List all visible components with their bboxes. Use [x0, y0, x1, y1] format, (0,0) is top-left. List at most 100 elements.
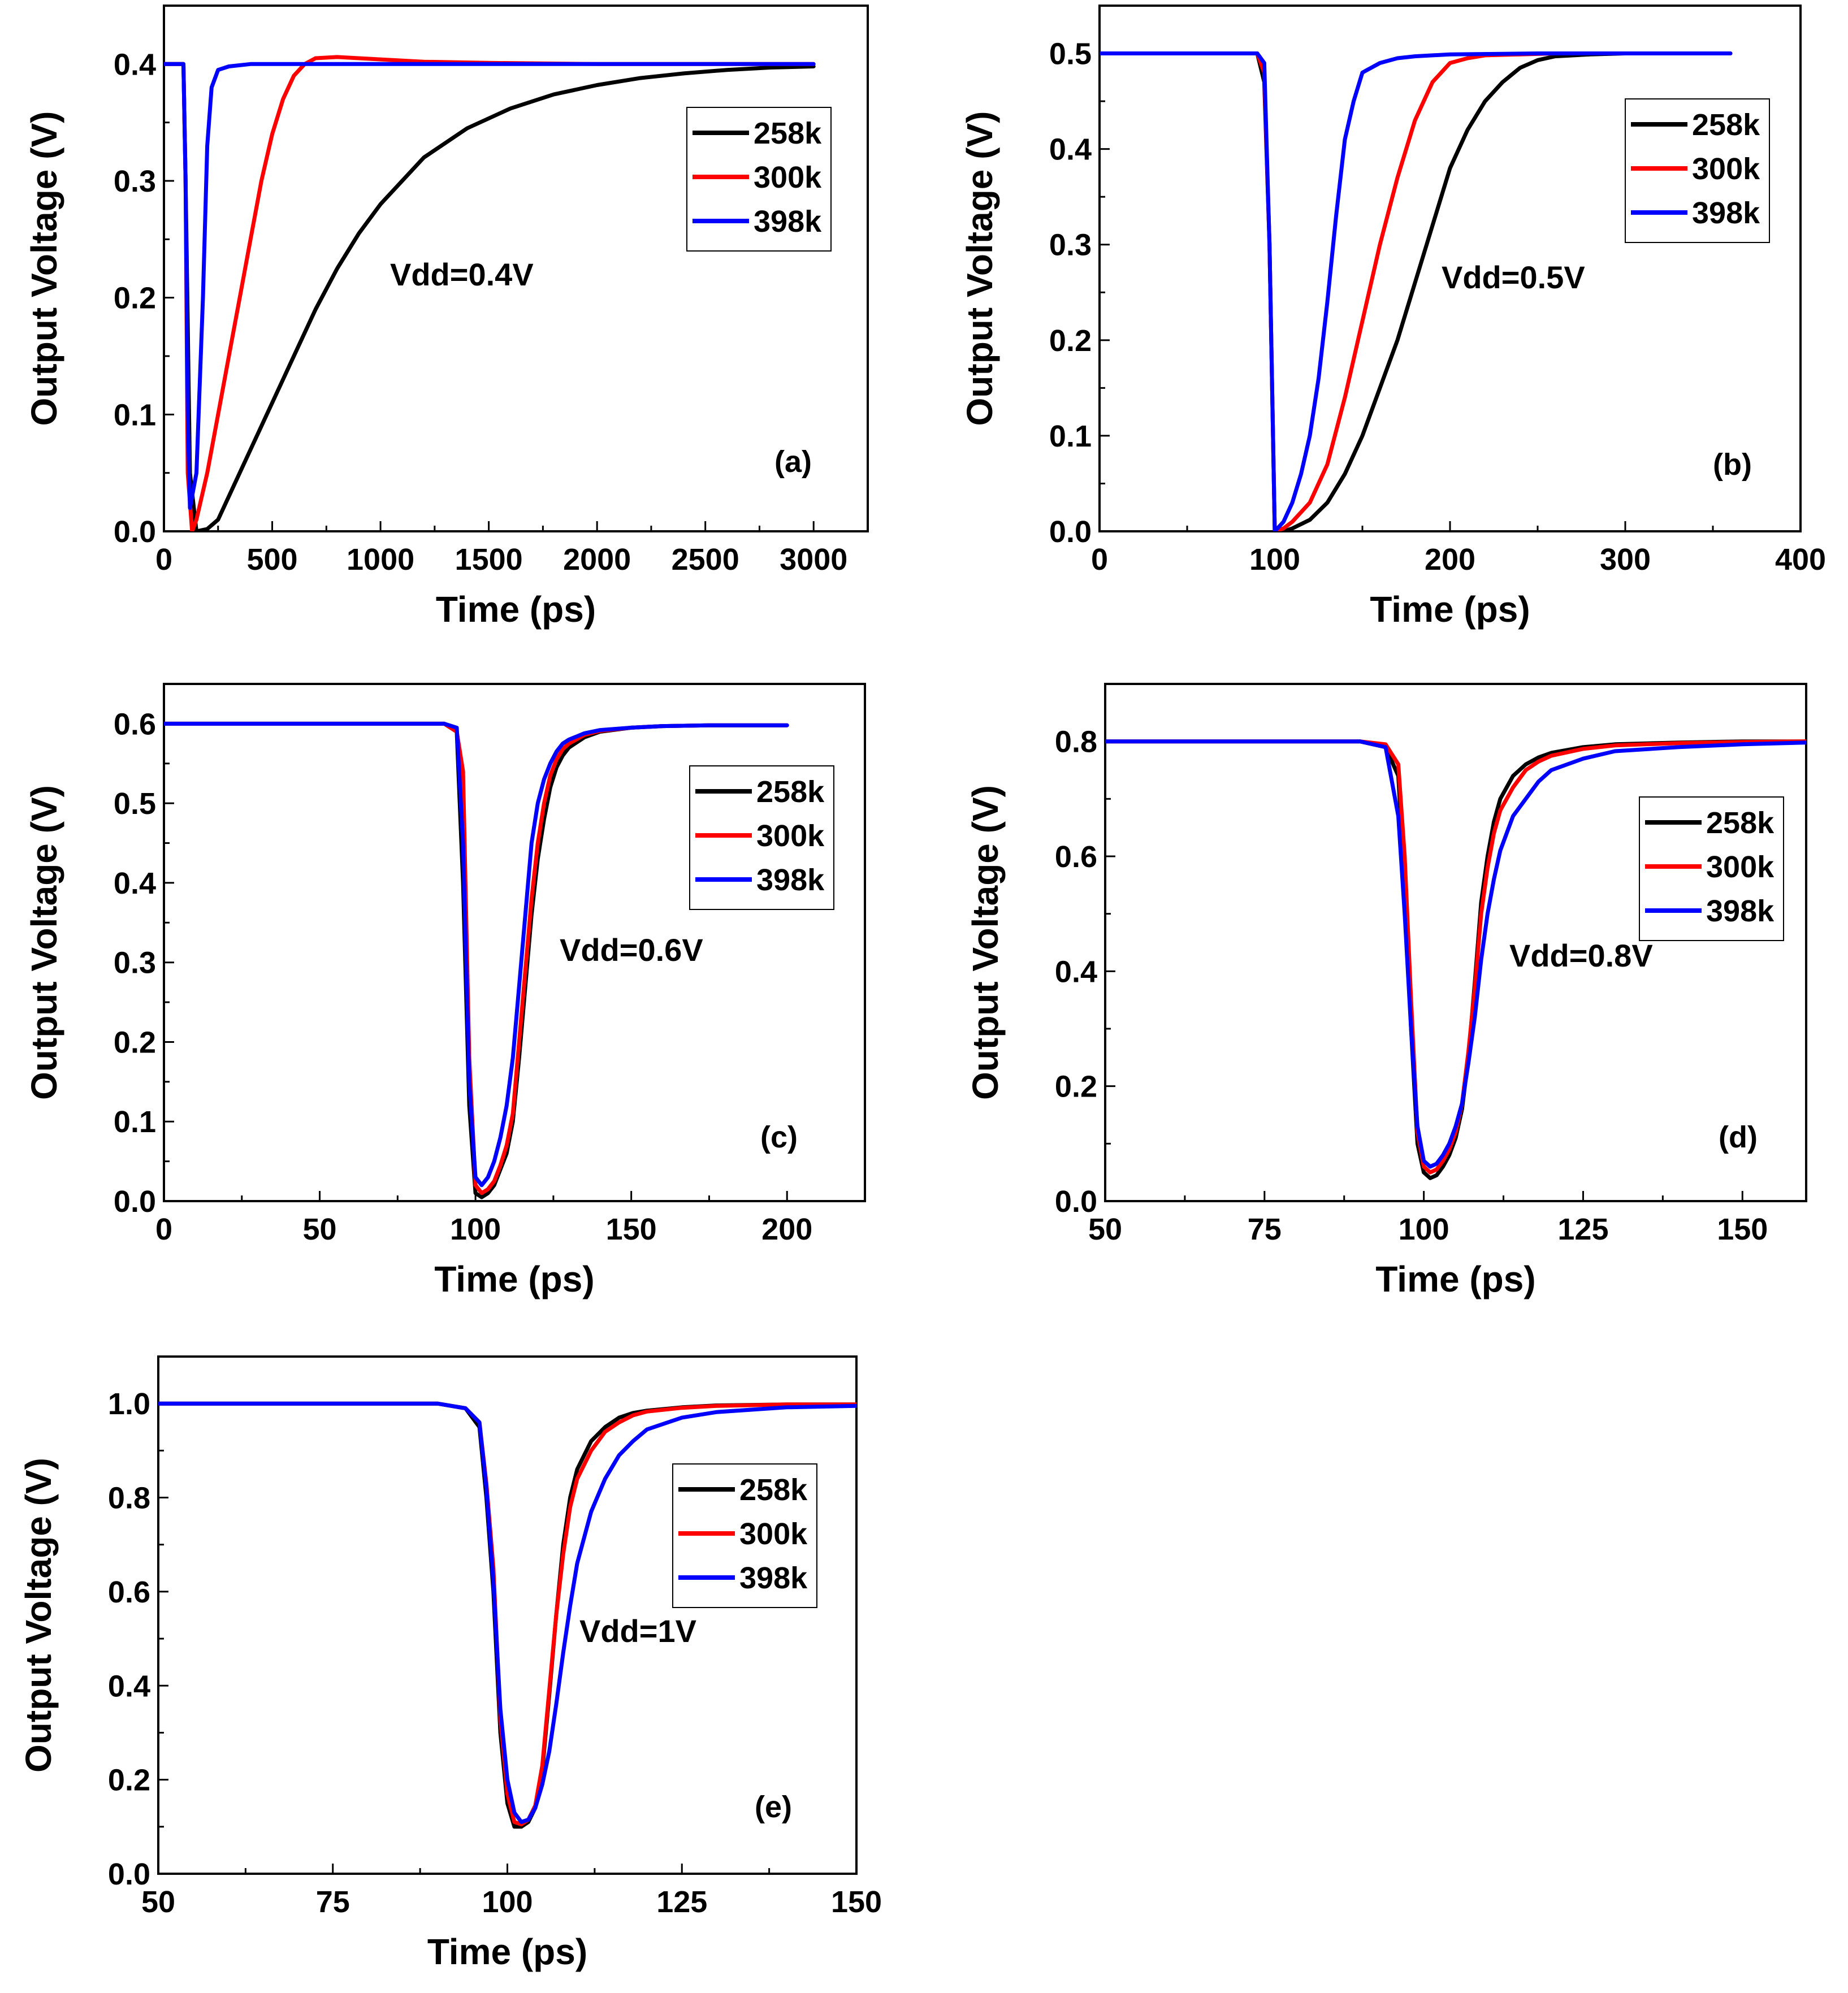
series-line-398k [164, 62, 816, 510]
y-tick-label: 0.3 [114, 946, 156, 980]
x-tick-label: 100 [1249, 543, 1300, 577]
x-axis-title: Time (ps) [436, 589, 596, 630]
legend-label-258k: 258k [754, 116, 822, 150]
panel-label: (d) [1719, 1120, 1758, 1154]
x-tick-label: 1000 [347, 543, 414, 577]
legend-label-300k: 300k [756, 819, 825, 853]
legend: 258k 300k 398k [1639, 796, 1784, 941]
vdd-annotation: Vdd=0.4V [390, 257, 534, 292]
y-tick-label: 0.0 [114, 515, 156, 549]
y-tick-label: 0.8 [1055, 725, 1097, 759]
legend-label-300k: 300k [754, 161, 822, 194]
legend-label-398k: 398k [739, 1561, 808, 1595]
panel-label: (e) [755, 1790, 792, 1824]
x-tick-label: 0 [1091, 543, 1108, 577]
x-axis-title: Time (ps) [1375, 1259, 1535, 1299]
x-tick-label: 150 [606, 1212, 657, 1246]
x-tick-label: 3000 [780, 543, 847, 577]
x-tick-label: 150 [831, 1885, 882, 1919]
x-tick-label: 200 [1425, 543, 1475, 577]
y-tick-label: 0.1 [114, 398, 156, 432]
vdd-annotation: Vdd=0.8V [1509, 938, 1653, 973]
y-tick-label: 0.4 [108, 1669, 150, 1703]
legend-label-258k: 258k [739, 1473, 808, 1507]
legend: 258k 300k 398k [686, 107, 832, 252]
y-axis-title: Output Voltage (V) [18, 1458, 59, 1773]
x-axis-title: Time (ps) [434, 1259, 594, 1299]
x-tick-label: 75 [1248, 1212, 1282, 1246]
y-tick-label: 0.3 [114, 164, 156, 198]
chart-panel-2: 0 100 200 300 400 0.0 0.1 0.2 0.3 0.4 0.5 Time (ps)… [959, 5, 1826, 630]
x-tick-label: 0 [155, 1212, 172, 1246]
y-tick-label: 0.6 [1055, 840, 1097, 874]
x-tick-label: 150 [1717, 1212, 1768, 1246]
y-axis-title: Output Voltage (V) [965, 785, 1006, 1100]
legend-label-398k: 398k [1692, 196, 1760, 230]
legend-label-398k: 398k [754, 205, 822, 239]
y-tick-label: 0.6 [108, 1575, 150, 1609]
plot-frame [163, 5, 869, 532]
y-tick-label: 0.0 [114, 1185, 156, 1219]
x-tick-label: 2000 [563, 543, 631, 577]
series-line-398k [1105, 739, 1806, 1169]
legend-label-398k: 398k [756, 863, 825, 897]
x-tick-label: 1500 [455, 543, 523, 577]
y-tick-label: 0.4 [114, 866, 156, 900]
x-tick-label: 100 [1399, 1212, 1449, 1246]
vdd-annotation: Vdd=0.6V [560, 932, 703, 968]
plot-frame [1104, 683, 1807, 1202]
legend-label-300k: 300k [739, 1517, 808, 1551]
panel-label: (c) [760, 1120, 798, 1154]
x-tick-label: 100 [450, 1212, 501, 1246]
chart-panel-5: 50 75 100 125 150 0.0 0.2 0.4 0.6 0.8 1.0 Time (ps)… [18, 1355, 882, 1972]
x-axis-title: Time (ps) [427, 1931, 587, 1972]
x-tick-label: 50 [1088, 1212, 1122, 1246]
y-tick-label: 0.0 [1049, 515, 1092, 549]
legend-label-398k: 398k [1706, 894, 1775, 928]
y-tick-label: 0.3 [1049, 228, 1092, 262]
y-tick-label: 0.0 [1055, 1185, 1097, 1219]
y-tick-label: 0.8 [108, 1481, 150, 1515]
y-tick-label: 0.2 [114, 1025, 156, 1059]
panel-label: (a) [774, 445, 812, 479]
y-tick-label: 0.5 [114, 787, 156, 821]
x-tick-label: 0 [155, 543, 172, 577]
legend: 258k 300k 398k [1625, 98, 1770, 243]
series-line-398k [158, 1401, 856, 1824]
y-tick-label: 0.1 [1049, 419, 1092, 453]
y-tick-label: 0.4 [1049, 133, 1092, 167]
legend-label-300k: 300k [1706, 850, 1775, 884]
y-tick-label: 0.1 [114, 1105, 156, 1139]
y-tick-label: 0.4 [1055, 955, 1097, 989]
y-axis-title: Output Voltage (V) [24, 111, 64, 426]
plot-frame [163, 683, 866, 1202]
legend: 258k 300k 398k [672, 1463, 817, 1608]
x-tick-label: 300 [1600, 543, 1651, 577]
legend-label-258k: 258k [756, 775, 825, 809]
legend: 258k 300k 398k [689, 765, 834, 910]
x-tick-label: 125 [1557, 1212, 1608, 1246]
y-tick-label: 0.2 [1055, 1070, 1097, 1104]
panel-label: (b) [1713, 448, 1752, 482]
x-tick-label: 2500 [672, 543, 739, 577]
x-tick-label: 200 [761, 1212, 812, 1246]
chart-panel-3: 0 50 100 150 200 0.0 0.1 0.2 0.3 0.4 0.5 0.6 Time (p… [24, 683, 866, 1299]
chart-panel-4: 50 75 100 125 150 0.0 0.2 0.4 0.6 0.8 Time (ps) Out… [965, 683, 1807, 1299]
y-axis-title: Output Voltage (V) [24, 785, 64, 1100]
series-line-258k [1100, 51, 1733, 531]
series-line-300k [164, 55, 816, 531]
x-tick-label: 75 [316, 1885, 350, 1919]
x-axis-title: Time (ps) [1370, 589, 1530, 630]
x-tick-label: 100 [482, 1885, 533, 1919]
y-tick-label: 0.2 [114, 281, 156, 315]
series-line-398k [1100, 51, 1733, 531]
y-axis-title: Output Voltage (V) [959, 111, 1000, 426]
x-tick-label: 500 [246, 543, 297, 577]
x-tick-label: 50 [303, 1212, 337, 1246]
y-tick-label: 0.4 [114, 47, 156, 81]
legend-label-258k: 258k [1706, 806, 1775, 840]
x-tick-label: 125 [656, 1885, 707, 1919]
chart-panel-1: 0 500 1000 1500 2000 2500 3000 0.0 0.1 0.2 0.3 0.4 T… [24, 5, 869, 630]
